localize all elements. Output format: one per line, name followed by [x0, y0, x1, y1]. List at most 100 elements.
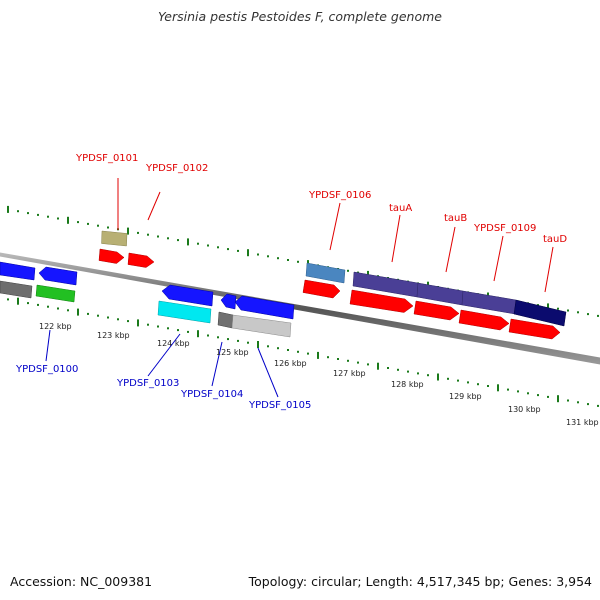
minor-tick: [97, 224, 99, 227]
cds-ypdsf-0102[interactable]: [127, 252, 155, 268]
label-ypdsf-0104[interactable]: YPDSF_0104: [180, 389, 243, 400]
major-tick: [77, 308, 79, 316]
minor-tick: [87, 222, 89, 225]
minor-tick: [287, 259, 289, 261]
minor-tick: [157, 235, 159, 238]
minor-tick: [517, 390, 519, 393]
minor-tick: [597, 404, 599, 407]
cds-taub[interactable]: [413, 300, 460, 321]
minor-tick: [217, 336, 219, 339]
kbp-label: 125 kbp: [216, 348, 249, 357]
minor-tick: [297, 350, 299, 353]
minor-tick: [367, 363, 369, 366]
topology-text: Topology: circular; Length: 4,517,345 bp…: [248, 574, 592, 589]
kbp-label: 127 kbp: [333, 369, 366, 378]
label-taub[interactable]: tauB: [444, 213, 467, 224]
minor-tick: [487, 385, 489, 387]
label-taud[interactable]: tauD: [543, 234, 567, 245]
minor-tick: [47, 215, 49, 218]
label-ypdsf-0100[interactable]: YPDSF_0100: [15, 364, 78, 375]
cds-left-partial[interactable]: [0, 261, 36, 281]
minor-tick: [557, 307, 559, 310]
gene-taub[interactable]: [416, 282, 464, 306]
minor-tick: [177, 239, 179, 242]
cds-ypdsf-0106[interactable]: [302, 279, 341, 299]
minor-tick: [37, 213, 39, 216]
label-ypdsf-0103[interactable]: YPDSF_0103: [116, 378, 179, 389]
cds-taua[interactable]: [349, 289, 414, 313]
minor-tick: [37, 303, 39, 306]
label-ypdsf-0101[interactable]: YPDSF_0101: [75, 153, 138, 164]
minor-tick: [597, 314, 599, 317]
minor-tick: [457, 379, 459, 382]
minor-tick: [307, 352, 309, 355]
minor-tick: [397, 368, 399, 371]
major-tick: [17, 297, 19, 305]
minor-tick: [207, 244, 209, 247]
cds-ypdsf-0103[interactable]: [161, 284, 214, 307]
minor-tick: [127, 320, 129, 323]
label-ypdsf-0102[interactable]: YPDSF_0102: [145, 163, 208, 174]
minor-tick: [427, 374, 429, 377]
gene-ypdsf-0105[interactable]: [231, 314, 292, 338]
minor-tick: [237, 249, 239, 252]
minor-tick: [7, 298, 9, 301]
minor-tick: [17, 210, 19, 213]
gene-ypdsf-0101[interactable]: [101, 230, 128, 247]
minor-tick: [527, 392, 529, 395]
minor-tick: [147, 323, 149, 326]
label-ypdsf-0105[interactable]: YPDSF_0105: [248, 400, 311, 411]
minor-tick: [447, 377, 449, 380]
minor-tick: [237, 339, 239, 342]
kbp-label: 122 kbp: [39, 322, 72, 331]
gene-taud[interactable]: [513, 299, 567, 327]
major-tick: [7, 205, 9, 213]
minor-tick: [577, 401, 579, 404]
minor-tick: [507, 388, 509, 391]
cds-ypdsf-0101[interactable]: [98, 248, 125, 264]
minor-tick: [587, 403, 589, 406]
minor-tick: [177, 329, 179, 332]
kbp-label: 129 kbp: [449, 392, 482, 401]
minor-tick: [587, 313, 589, 316]
minor-tick: [157, 325, 159, 328]
minor-tick: [147, 233, 149, 236]
kbp-label: 128 kbp: [391, 380, 424, 389]
minor-tick: [267, 345, 269, 348]
kbp-label: 126 kbp: [274, 359, 307, 368]
gene-left-partial[interactable]: [0, 280, 33, 299]
cds-ypdsf-0109[interactable]: [458, 309, 510, 331]
minor-tick: [357, 361, 359, 364]
gene-ypdsf-0104[interactable]: [217, 311, 234, 329]
gene-ypdsf-0103[interactable]: [157, 300, 212, 324]
minor-tick: [167, 327, 169, 330]
minor-tick: [107, 226, 109, 229]
minor-tick: [567, 399, 569, 402]
cds-taud[interactable]: [508, 318, 561, 340]
cds-ypdsf-0105[interactable]: [234, 295, 295, 320]
gene-ypdsf-0100[interactable]: [35, 284, 76, 303]
cds-ypdsf-0100[interactable]: [38, 266, 78, 286]
cds-ypdsf-0104[interactable]: [220, 293, 237, 310]
minor-tick: [257, 253, 259, 256]
minor-tick: [57, 307, 59, 310]
kbp-label: 123 kbp: [97, 331, 130, 340]
label-taua[interactable]: tauA: [389, 203, 412, 214]
kbp-labels: 122 kbp 123 kbp 124 kbp 125 kbp 126 kbp …: [39, 322, 599, 427]
major-tick: [257, 341, 259, 348]
major-tick: [547, 303, 549, 311]
kbp-label: 131 kbp: [566, 418, 599, 427]
label-ypdsf-0106[interactable]: YPDSF_0106: [308, 190, 371, 201]
minor-tick: [217, 246, 219, 249]
minor-tick: [167, 237, 169, 240]
gene-ypdsf-0106[interactable]: [305, 262, 346, 284]
major-tick: [437, 373, 439, 381]
forward-gene-labels: YPDSF_0101 YPDSF_0102 YPDSF_0106 tauA ta…: [75, 153, 567, 293]
reverse-gene-labels: YPDSF_0100 YPDSF_0103 YPDSF_0104 YPDSF_0…: [15, 329, 311, 411]
minor-tick: [417, 372, 419, 375]
label-ypdsf-0109[interactable]: YPDSF_0109: [473, 223, 536, 234]
forward-genes: [98, 230, 567, 340]
minor-tick: [267, 255, 269, 258]
major-tick: [557, 395, 559, 403]
